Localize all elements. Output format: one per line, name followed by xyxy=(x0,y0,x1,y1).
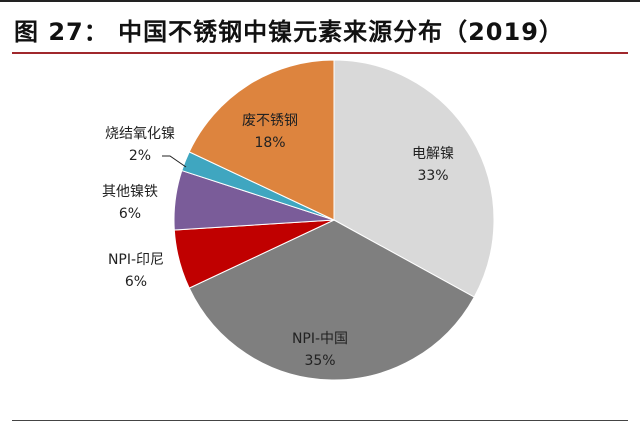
slice-value-label: 33% xyxy=(417,168,448,184)
pie-slice-1 xyxy=(188,219,475,381)
title-divider xyxy=(12,52,628,54)
slice-value-label: 18% xyxy=(254,135,285,151)
bottom-rule xyxy=(12,420,628,421)
slice-category-label: NPI-印尼 xyxy=(108,252,164,268)
top-rule xyxy=(0,0,640,2)
slice-value-label: 35% xyxy=(304,353,335,369)
leader-line xyxy=(162,155,187,168)
slice-value-label: 6% xyxy=(125,274,147,290)
slice-category-label: 废不锈钢 xyxy=(242,113,298,129)
slice-category-label: 烧结氧化镍 xyxy=(105,126,175,142)
slice-category-label: NPI-中国 xyxy=(292,331,348,347)
slice-category-label: 其他镍铁 xyxy=(102,184,158,200)
pie-slice-5 xyxy=(188,59,335,221)
chart-title: 图 27： 中国不锈钢中镍元素来源分布（2019） xyxy=(14,18,564,46)
slice-value-label: 6% xyxy=(119,206,141,222)
slice-category-label: 电解镍 xyxy=(412,146,454,162)
slice-value-label: 2% xyxy=(129,148,151,164)
pie-slice-0 xyxy=(333,59,495,298)
